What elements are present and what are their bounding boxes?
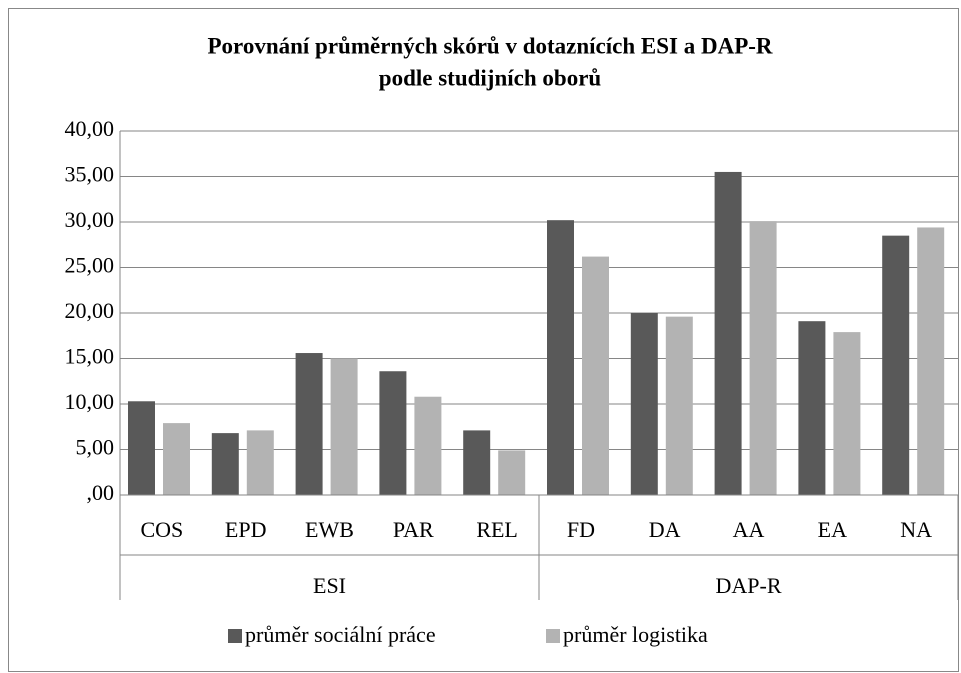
x-tick-label: EPD [225, 517, 267, 542]
group-label: DAP-R [715, 573, 781, 598]
x-tick-label: EWB [305, 517, 354, 542]
x-tick-label: FD [567, 517, 595, 542]
y-tick-label: 30,00 [65, 207, 115, 232]
bar [833, 332, 861, 495]
y-tick-label: 5,00 [76, 435, 115, 460]
x-tick-label: PAR [393, 517, 434, 542]
bar [414, 396, 442, 495]
bar [882, 235, 910, 495]
bar [665, 316, 693, 495]
bar [246, 430, 274, 495]
bar [630, 313, 658, 495]
chart-title: Porovnání průměrných skórů v dotaznících… [207, 33, 772, 58]
bar [379, 371, 407, 495]
bar [749, 221, 777, 495]
y-tick-label: 25,00 [65, 253, 115, 278]
x-tick-label: DA [649, 517, 681, 542]
x-tick-label: NA [900, 517, 932, 542]
bar [547, 220, 574, 495]
y-tick-label: ,00 [87, 480, 115, 505]
legend-swatch [228, 629, 242, 643]
bar [330, 358, 358, 495]
bar [295, 353, 323, 495]
bar [463, 430, 491, 495]
y-tick-label: 10,00 [65, 389, 115, 414]
x-tick-label: AA [733, 517, 765, 542]
chart-title: podle studijních oborů [379, 65, 602, 90]
legend-label: průměr sociální práce [245, 622, 436, 647]
bar [128, 401, 155, 495]
y-tick-label: 40,00 [65, 116, 115, 141]
bar [917, 227, 945, 495]
legend-label: průměr logistika [563, 622, 708, 647]
y-tick-label: 35,00 [65, 162, 115, 187]
legend-swatch [546, 629, 560, 643]
bar [211, 433, 239, 495]
bar [163, 423, 190, 495]
bar [798, 321, 826, 495]
bar [714, 171, 742, 495]
y-tick-label: 15,00 [65, 344, 115, 369]
bar [582, 256, 609, 495]
x-tick-label: COS [141, 517, 184, 542]
y-tick-label: 20,00 [65, 298, 115, 323]
group-label: ESI [313, 573, 346, 598]
x-tick-label: REL [476, 517, 518, 542]
bar [498, 450, 526, 495]
x-tick-label: EA [818, 517, 847, 542]
